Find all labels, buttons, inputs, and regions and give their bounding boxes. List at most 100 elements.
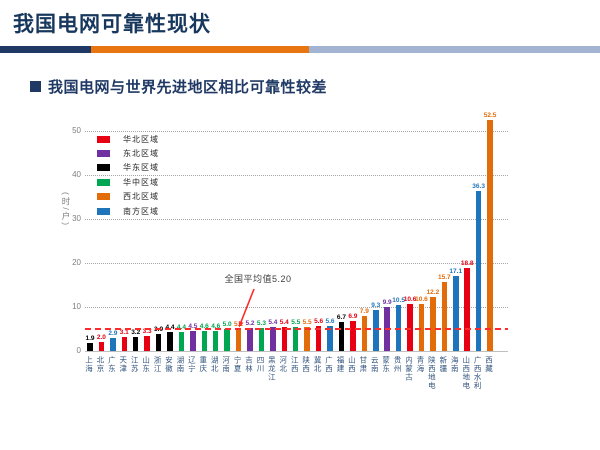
bar [121, 337, 128, 351]
bar [350, 320, 356, 351]
legend-swatch-icon [97, 178, 110, 186]
bar-label: 陕西地电 [427, 356, 437, 390]
bar [453, 275, 459, 351]
legend-label: 华北区域 [123, 134, 159, 144]
bar-label: 福建 [335, 356, 345, 373]
bar-value: 5.3 [256, 319, 266, 327]
bar [487, 120, 493, 351]
bar-value: 3.1 [119, 329, 129, 337]
bar-label: 浙江 [153, 356, 163, 373]
bar-value: 4.5 [188, 323, 198, 331]
bar-value: 4.6 [199, 322, 209, 330]
legend-swatch-icon [97, 193, 110, 201]
accent-stripe [0, 46, 600, 53]
legend-swatch-icon [97, 207, 110, 215]
bar-value: 1.9 [85, 334, 95, 342]
bar-value: 5.0 [222, 321, 232, 328]
bar-value: 5.4 [268, 319, 278, 327]
gridline [85, 175, 508, 176]
bar [212, 330, 219, 351]
bar-label: 四川 [255, 356, 265, 373]
bar-label: 安徽 [164, 356, 174, 373]
bar [247, 328, 253, 351]
gridline [85, 131, 508, 132]
bar [110, 338, 116, 351]
bar-label: 重庆 [198, 356, 208, 373]
bar [155, 333, 162, 351]
bar-label: 上海 [84, 356, 94, 373]
bar-label: 陕西 [301, 356, 311, 373]
bar-label: 广西 [324, 356, 334, 373]
bar-value: 6.9 [348, 312, 358, 320]
bullet-square-icon [30, 81, 41, 92]
bar-label: 冀北 [313, 356, 323, 373]
bar-label: 内蒙古 [404, 356, 414, 382]
legend-swatch-icon [97, 150, 110, 158]
y-tick-label: 10 [72, 302, 81, 311]
gridline [85, 351, 508, 352]
legend-label: 华中区域 [123, 177, 159, 187]
bar-value: 5.6 [314, 318, 324, 326]
y-tick-label: 50 [72, 126, 81, 135]
gridline [85, 307, 508, 308]
legend-label: 东北区域 [123, 149, 159, 159]
bar [224, 329, 230, 351]
bar-value: 10.6 [403, 296, 417, 304]
bar-value: 5.4 [279, 319, 289, 327]
bar-label: 黑龙江 [267, 356, 277, 382]
bar-value: 12.2 [426, 289, 440, 297]
legend-swatch-icon [97, 164, 110, 172]
bar [373, 310, 379, 351]
bar-label: 广西水利 [473, 356, 483, 390]
bar-label: 北京 [95, 356, 105, 373]
y-tick-label: 30 [72, 214, 81, 223]
bar-label: 广东 [107, 356, 117, 373]
bar-value: 2.0 [96, 334, 106, 342]
bar [132, 336, 139, 351]
bar [338, 321, 345, 351]
bar-value: 5.5 [302, 318, 312, 326]
bar-value: 52.5 [483, 112, 497, 119]
bar [98, 342, 105, 351]
bar-value: 10.6 [415, 296, 428, 304]
legend-item: 南方区域 [97, 204, 159, 218]
bar-label: 云南 [370, 356, 380, 373]
bar [292, 326, 299, 351]
bar-value: 5.6 [325, 318, 335, 326]
bar [407, 304, 413, 351]
bar [418, 304, 425, 351]
bar [464, 268, 470, 351]
bar [281, 327, 288, 351]
bar-label: 湖南 [175, 356, 185, 373]
bar-value: 5.2 [245, 320, 255, 328]
bar [235, 328, 242, 351]
bar-label: 湖北 [210, 356, 220, 373]
bar-label: 江西 [290, 356, 300, 373]
bar-label: 蒙东 [381, 356, 391, 373]
gridline [85, 219, 508, 220]
bar [167, 331, 173, 351]
bar [304, 326, 310, 351]
bar-value: 18.8 [460, 260, 474, 268]
gridline [85, 263, 508, 264]
legend-item: 东北区域 [97, 146, 159, 160]
bar-value: 36.3 [472, 183, 485, 191]
bar [361, 316, 368, 351]
legend-swatch-icon [97, 135, 110, 143]
bar [270, 327, 276, 351]
bar-label: 贵州 [393, 356, 403, 373]
bar-value: 10.5 [392, 296, 405, 304]
bullet-row: 我国电网与世界先进地区相比可靠性较差 [30, 76, 327, 97]
bar-label: 山西 [347, 356, 357, 373]
bar-label: 河北 [278, 356, 288, 373]
average-arrow-icon [238, 288, 255, 328]
bar-label: 江苏 [130, 356, 140, 373]
bar-value: 3.3 [142, 328, 152, 336]
bar-label: 天津 [118, 356, 128, 373]
legend-label: 华东区域 [123, 163, 159, 173]
y-tick-label: 40 [72, 170, 81, 179]
bar-value: 5.5 [291, 318, 301, 326]
stripe-segment-lightblue [309, 46, 600, 53]
bar-value: 4.4 [168, 324, 194, 331]
